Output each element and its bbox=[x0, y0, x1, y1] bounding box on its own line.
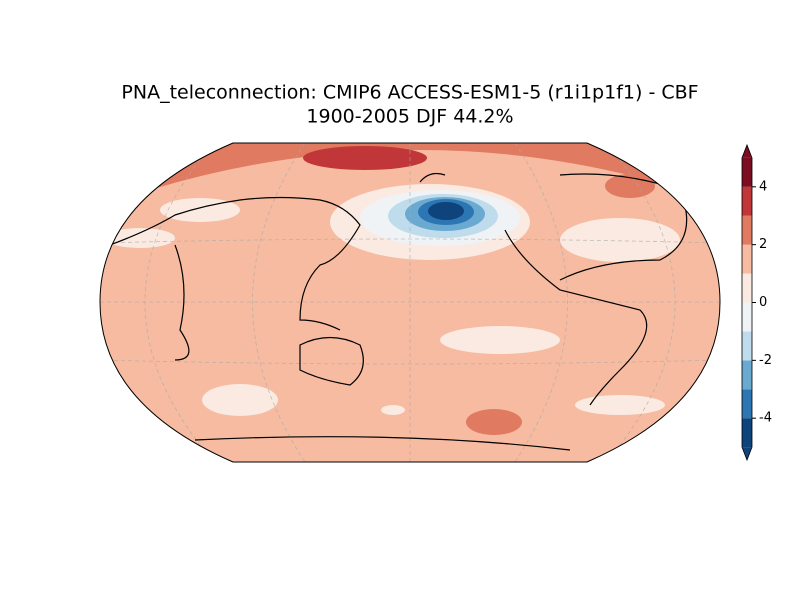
colorbar-tick-label: 2 bbox=[759, 237, 767, 252]
contour-region bbox=[428, 202, 464, 220]
contour-region bbox=[560, 218, 680, 262]
map bbox=[100, 143, 720, 462]
contour-region bbox=[575, 395, 665, 415]
colorbar-band bbox=[742, 215, 752, 245]
colorbar: -4 -2 0 2 4 bbox=[741, 143, 772, 462]
colorbar-band bbox=[742, 244, 752, 274]
title-line: PNA_teleconnection: CMIP6 ACCESS-ESM1-5 … bbox=[121, 82, 698, 104]
colorbar-band bbox=[742, 302, 752, 332]
colorbar-band bbox=[742, 389, 752, 419]
colorbar-band bbox=[742, 418, 752, 448]
contour-region bbox=[381, 405, 405, 415]
colorbar-tick-label: -2 bbox=[759, 353, 772, 368]
colorbar-extend bbox=[742, 145, 752, 158]
colorbar-tick-label: 0 bbox=[759, 295, 767, 310]
map-border bbox=[99, 142, 721, 463]
title-line: 1900-2005 DJF 44.2% bbox=[306, 106, 513, 128]
colorbar-extend bbox=[742, 447, 752, 460]
colorbar-band bbox=[742, 186, 752, 216]
coastline bbox=[109, 172, 688, 451]
colorbar-tick-label: -4 bbox=[759, 411, 772, 426]
contour-region bbox=[440, 326, 560, 354]
colorbar-band bbox=[742, 273, 752, 303]
colorbar-band bbox=[742, 157, 752, 187]
colorbar-band bbox=[742, 360, 752, 390]
colorbar-outline bbox=[741, 143, 753, 462]
colorbar-tick-label: 4 bbox=[759, 179, 767, 194]
graticule bbox=[100, 143, 720, 462]
contour-region bbox=[160, 198, 240, 222]
contour-region bbox=[466, 409, 522, 435]
contour-region bbox=[100, 143, 720, 195]
colorbar-band bbox=[742, 331, 752, 361]
contour-region bbox=[105, 228, 175, 248]
contour-region bbox=[202, 384, 278, 416]
contour-region bbox=[303, 146, 427, 170]
